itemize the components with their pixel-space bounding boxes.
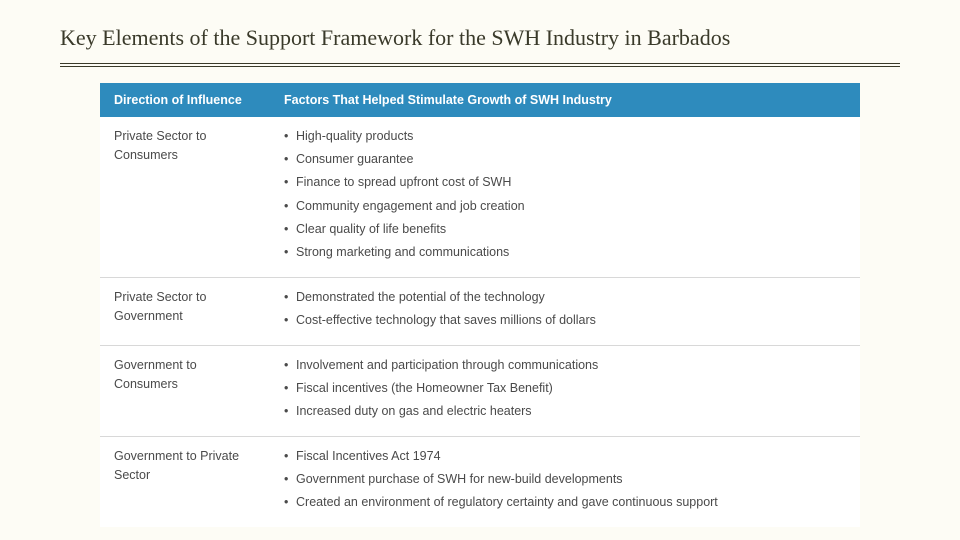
factors-list: Demonstrated the potential of the techno… (284, 288, 846, 331)
factor-item: Finance to spread upfront cost of SWH (284, 173, 846, 192)
framework-table: Direction of Influence Factors That Help… (100, 83, 860, 527)
direction-cell: Government to Private Sector (100, 436, 270, 527)
table-row: Private Sector to Consumers High-quality… (100, 117, 860, 278)
factor-item: Demonstrated the potential of the techno… (284, 288, 846, 307)
factor-item: Government purchase of SWH for new-build… (284, 470, 846, 489)
factor-item: Fiscal incentives (the Homeowner Tax Ben… (284, 379, 846, 398)
factor-item: Clear quality of life benefits (284, 220, 846, 239)
table-row: Private Sector to Government Demonstrate… (100, 277, 860, 345)
factor-item: High-quality products (284, 127, 846, 146)
header-direction: Direction of Influence (100, 83, 270, 117)
title-divider-1 (60, 63, 900, 64)
table-header-row: Direction of Influence Factors That Help… (100, 83, 860, 117)
factors-cell: Demonstrated the potential of the techno… (270, 277, 860, 345)
table-row: Government to Private Sector Fiscal Ince… (100, 436, 860, 527)
factor-item: Community engagement and job creation (284, 197, 846, 216)
factors-list: Involvement and participation through co… (284, 356, 846, 422)
table-row: Government to Consumers Involvement and … (100, 345, 860, 436)
factor-item: Increased duty on gas and electric heate… (284, 402, 846, 421)
direction-cell: Government to Consumers (100, 345, 270, 436)
factors-list: High-quality products Consumer guarantee… (284, 127, 846, 263)
factor-item: Fiscal Incentives Act 1974 (284, 447, 846, 466)
header-factors: Factors That Helped Stimulate Growth of … (270, 83, 860, 117)
factors-list: Fiscal Incentives Act 1974 Government pu… (284, 447, 846, 513)
factor-item: Created an environment of regulatory cer… (284, 493, 846, 512)
title-divider-2 (60, 66, 900, 67)
direction-cell: Private Sector to Government (100, 277, 270, 345)
table-body: Private Sector to Consumers High-quality… (100, 117, 860, 527)
page-title: Key Elements of the Support Framework fo… (60, 24, 900, 53)
factors-cell: Fiscal Incentives Act 1974 Government pu… (270, 436, 860, 527)
factor-item: Consumer guarantee (284, 150, 846, 169)
factor-item: Strong marketing and communications (284, 243, 846, 262)
direction-cell: Private Sector to Consumers (100, 117, 270, 278)
factors-cell: High-quality products Consumer guarantee… (270, 117, 860, 278)
factor-item: Cost-effective technology that saves mil… (284, 311, 846, 330)
factors-cell: Involvement and participation through co… (270, 345, 860, 436)
framework-table-wrap: Direction of Influence Factors That Help… (100, 83, 860, 527)
factor-item: Involvement and participation through co… (284, 356, 846, 375)
